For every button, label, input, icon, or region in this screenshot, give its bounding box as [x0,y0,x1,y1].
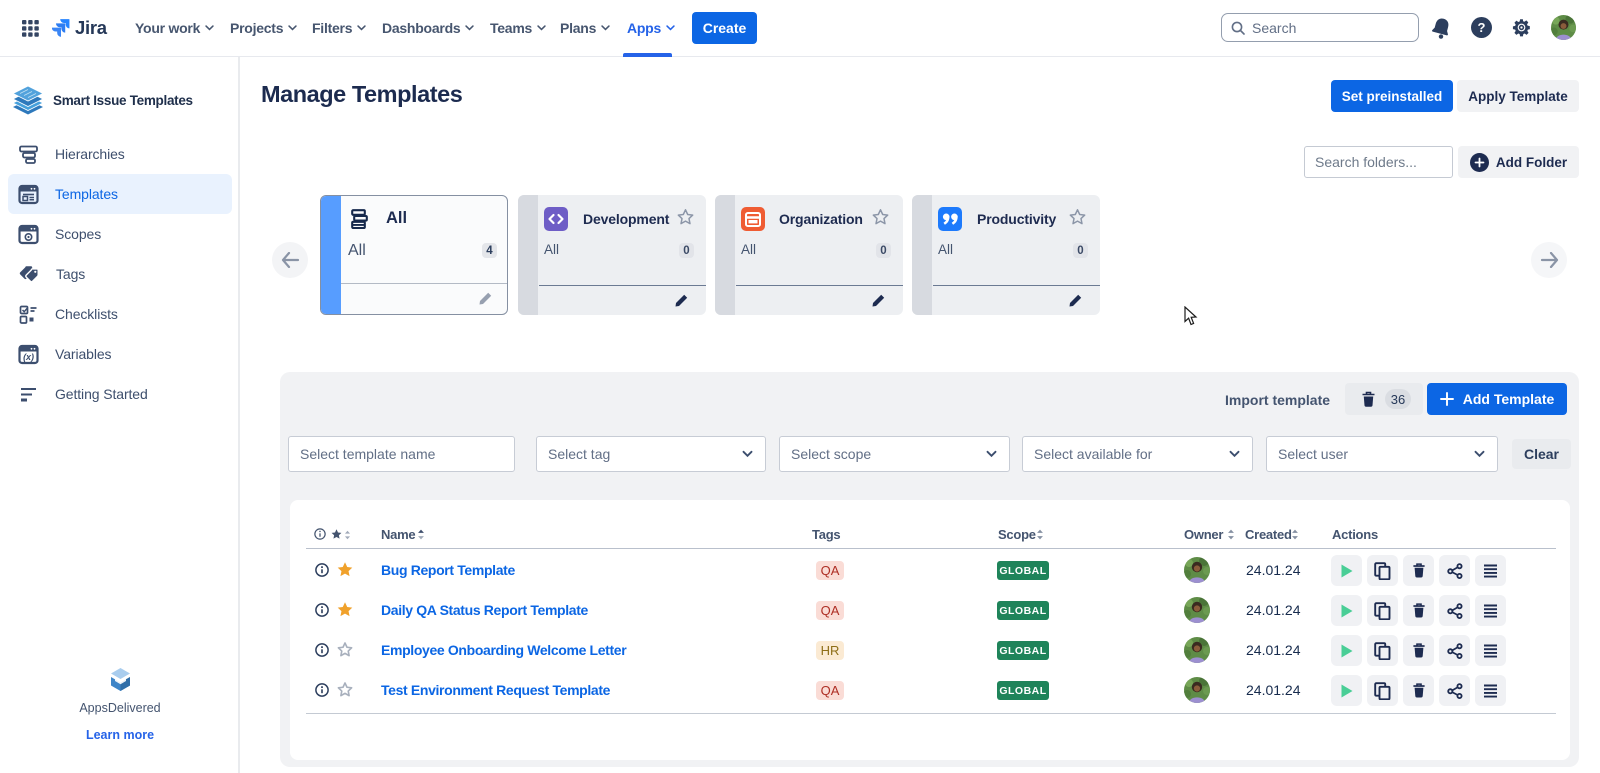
svg-text:(x): (x) [23,352,34,362]
svg-text:?: ? [1478,20,1486,35]
